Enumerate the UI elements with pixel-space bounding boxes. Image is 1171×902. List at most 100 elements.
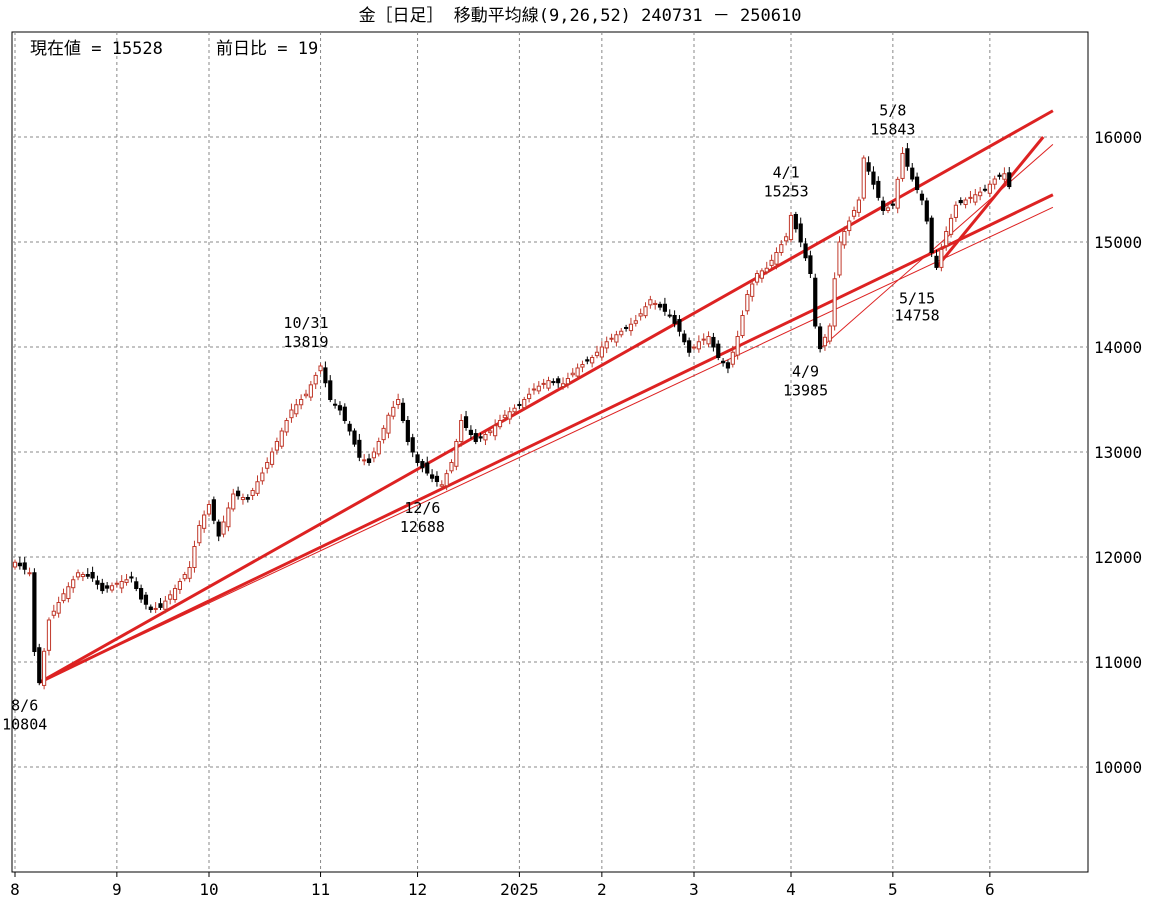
candle-body — [929, 217, 934, 253]
candle-body — [905, 148, 910, 167]
candle-body — [798, 223, 803, 243]
candle-body — [657, 303, 663, 308]
y-axis: 10000 11000 12000 13000 14000 15000 16000 — [1094, 128, 1142, 777]
y-tick-label: 13000 — [1094, 443, 1142, 462]
candle-body — [114, 582, 119, 585]
candle-body — [953, 204, 958, 218]
candle-body — [85, 574, 90, 577]
candle-body — [95, 580, 100, 585]
candle-body — [303, 393, 309, 397]
annotation-value: 12688 — [400, 518, 445, 536]
candle-body — [691, 346, 697, 349]
x-tick-label: 2025 — [500, 880, 539, 899]
candle-body — [182, 574, 187, 580]
candle-body — [468, 429, 473, 435]
candle-body — [769, 259, 774, 266]
candle-body — [32, 572, 37, 652]
candle-body — [721, 360, 726, 364]
candle-body — [61, 593, 66, 602]
x-axis: 8 9 10 11 12 2025 2 3 4 5 6 — [10, 872, 995, 899]
candle-body — [784, 236, 789, 242]
candle-body — [202, 514, 207, 529]
candle-body — [313, 374, 318, 385]
candle-body — [580, 364, 585, 368]
candle-body — [585, 359, 590, 362]
candle-body — [740, 315, 745, 337]
candle-body — [856, 199, 861, 213]
candle-body — [536, 385, 541, 392]
candle-body — [624, 326, 629, 329]
annotation-value: 15843 — [870, 120, 915, 138]
candle-body — [396, 399, 401, 406]
candle-body — [308, 384, 313, 398]
candle-body — [463, 416, 469, 429]
x-tick-label: 10 — [199, 880, 218, 899]
candle-body — [124, 579, 129, 583]
candle-body — [216, 521, 221, 537]
candle-body — [706, 336, 711, 345]
candle-body — [837, 241, 842, 276]
candle-body — [973, 194, 978, 203]
candle-body — [565, 378, 570, 385]
candle-body — [779, 244, 784, 253]
y-tick-label: 11000 — [1094, 653, 1142, 672]
candle-body — [449, 462, 454, 472]
candle-body — [454, 441, 459, 467]
candle-body — [231, 493, 236, 510]
candle-body — [381, 427, 386, 441]
annotation-date: 4/9 — [792, 363, 819, 381]
candle-body — [153, 607, 158, 610]
candle-body — [507, 411, 512, 420]
candle-body — [871, 171, 876, 185]
candle-body — [968, 196, 973, 199]
candle-body — [226, 507, 231, 528]
candle-body — [294, 404, 299, 415]
candle-body — [143, 594, 149, 605]
candle-body — [12, 561, 18, 568]
candle-body — [163, 600, 168, 610]
candle-body — [633, 320, 638, 324]
x-tick-label: 5 — [888, 880, 898, 899]
candle-body — [284, 420, 289, 433]
candle-body — [808, 255, 813, 274]
candle-body — [638, 313, 643, 317]
candle-body — [51, 610, 56, 616]
candle-body — [56, 602, 61, 614]
candle-body — [556, 378, 561, 384]
candle-body — [885, 207, 891, 211]
candle-body — [851, 210, 857, 217]
candle-body — [531, 388, 537, 391]
candle-body — [677, 319, 682, 332]
trendline-may-thick — [935, 136, 1045, 269]
candle-body — [827, 325, 832, 342]
candle-body — [546, 380, 551, 389]
candle-body — [192, 546, 197, 568]
candle-body — [240, 497, 246, 501]
candle-body — [250, 490, 255, 496]
candle-body — [934, 255, 939, 268]
candle-body — [168, 594, 173, 600]
candle-body — [987, 183, 992, 194]
y-tick-label: 10000 — [1094, 758, 1142, 777]
candle-body — [944, 231, 949, 247]
candle-body — [958, 200, 963, 204]
candle-body — [570, 372, 575, 376]
candle-body — [236, 490, 241, 497]
annotation-date: 8/6 — [11, 697, 38, 715]
candle-body — [279, 430, 284, 447]
candle-body — [323, 367, 328, 384]
candle-body — [725, 362, 731, 369]
candle-body — [793, 213, 798, 230]
x-tick-label: 6 — [985, 880, 995, 899]
candle-body — [347, 423, 352, 432]
candle-body — [386, 414, 391, 434]
grid-lines — [12, 32, 1088, 872]
candle-body — [473, 433, 478, 442]
candle-body — [590, 357, 595, 364]
candle-body — [910, 167, 915, 180]
candle-body — [405, 420, 410, 442]
candle-body — [187, 567, 192, 579]
candle-body — [134, 581, 139, 590]
candle-body — [342, 406, 347, 422]
